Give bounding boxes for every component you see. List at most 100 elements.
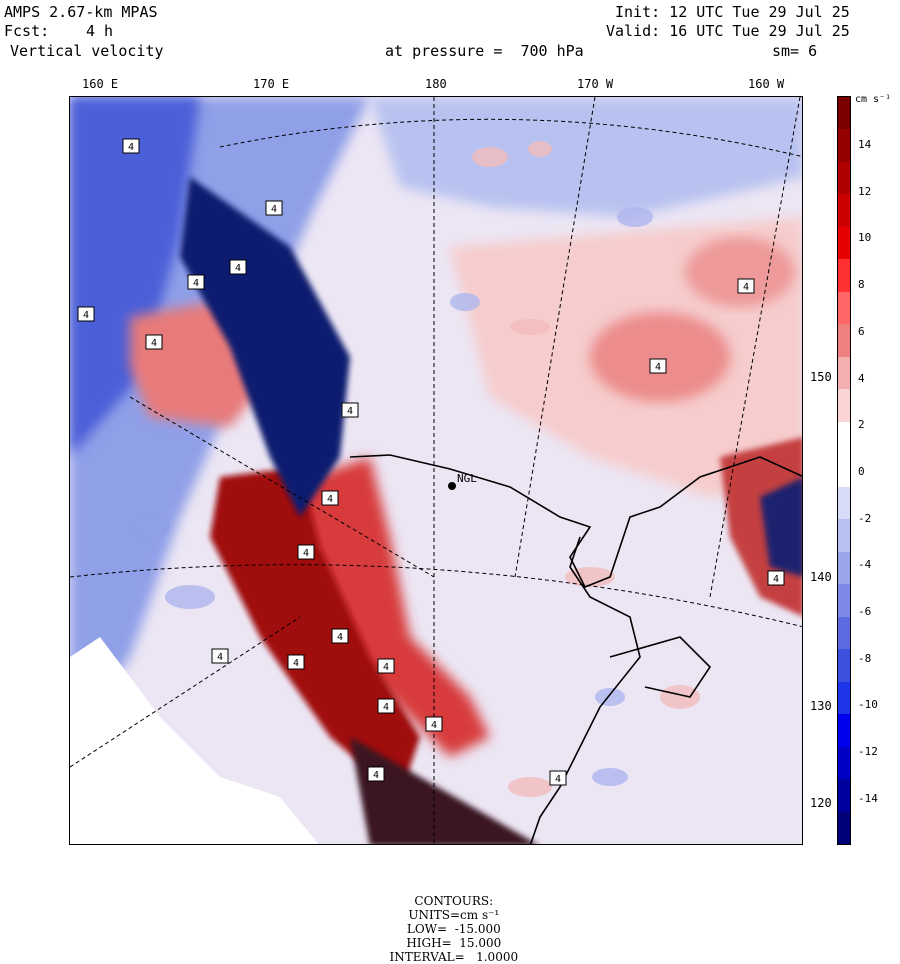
contour-label-17: 4 [425, 716, 443, 732]
forecast-label: Fcst: [4, 22, 50, 40]
colorbar-tick-label: -4 [858, 558, 872, 572]
colorbar-segment [838, 519, 850, 553]
valid-time: Valid: 16 UTC Tue 29 Jul 25 [606, 22, 850, 40]
svg-text:4: 4 [337, 632, 343, 643]
dense-contour-region-south [350, 737, 537, 844]
contours-label: CONTOURS: [414, 894, 494, 908]
colorbar-tick-label: 8 [858, 278, 865, 292]
strong-negative-region [70, 97, 200, 457]
svg-text:4: 4 [773, 574, 779, 585]
svg-text:4: 4 [327, 494, 333, 505]
contour-units: UNITS=cm s⁻¹ [408, 908, 500, 922]
svg-text:4: 4 [383, 702, 389, 713]
model-title: AMPS 2.67-km MPAS [4, 3, 158, 21]
colorbar-segment [838, 421, 850, 455]
colorbar-segment [838, 356, 850, 390]
contour-label-2: 4 [265, 200, 283, 216]
colorbar-segment [838, 324, 850, 358]
colorbar-tick-label: -2 [858, 511, 872, 525]
contour-label-18: 4 [367, 766, 385, 782]
svg-text:4: 4 [271, 204, 277, 215]
contour-label-9: 4 [737, 278, 755, 294]
svg-text:4: 4 [235, 263, 241, 274]
colorbar-tick-label: 10 [858, 231, 872, 245]
colorbar-tick-label: -10 [858, 698, 878, 712]
colorbar-segment [838, 486, 850, 520]
svg-text:4: 4 [743, 282, 749, 293]
contour-low: LOW= -15.000 [406, 922, 501, 936]
colorbar-segment [838, 97, 850, 130]
svg-text:4: 4 [217, 652, 223, 663]
colorbar-segment [838, 551, 850, 585]
colorbar-tick-label: -6 [858, 605, 872, 618]
colorbar-segment [838, 649, 850, 683]
field-name: Vertical velocity [10, 42, 164, 60]
colorbar-tick-label: 4 [858, 371, 865, 385]
colorbar-units: cm s⁻¹ [855, 94, 892, 105]
colorbar-segment [838, 714, 850, 748]
negative-region-north [370, 97, 802, 217]
colorbar-tick-label: 12 [858, 184, 872, 198]
map-panel: 4 4 4 4 4 4 4 4 4 4 4 4 4 4 4 4 4 4 4 4 [69, 96, 803, 845]
colorbar-tick-label: 14 [858, 138, 872, 151]
svg-text:4: 4 [555, 774, 561, 785]
contour-label-15: 4 [377, 658, 395, 674]
positive-cell-northeast [685, 237, 795, 307]
svg-text:4: 4 [347, 406, 353, 417]
positive-band-mountains [270, 457, 490, 757]
scattered-cells [130, 141, 700, 797]
lon-label-180: 180 [425, 77, 447, 91]
lon-label-170w: 170 W [577, 77, 614, 91]
ngl-station-label: NGL [457, 472, 477, 485]
contour-label-20: 4 [767, 570, 785, 586]
contour-high: HIGH= 15.000 [406, 936, 502, 950]
contour-label-3: 4 [229, 259, 247, 275]
contour-label-markers: 4 4 4 4 4 4 4 4 4 4 4 4 4 4 4 4 4 4 4 4 [77, 138, 785, 786]
svg-text:4: 4 [373, 770, 379, 781]
colorbar-tick-label: 0 [858, 464, 865, 478]
contour-label-8: 4 [649, 358, 667, 374]
colorbar-tick-label: -12 [858, 745, 878, 759]
contour-label-13: 4 [287, 654, 305, 670]
svg-text:4: 4 [303, 548, 309, 559]
contour-label-1: 4 [122, 138, 140, 154]
svg-text:4: 4 [383, 662, 389, 673]
vertical-velocity-map: 4 4 4 4 4 4 4 4 4 4 4 4 4 4 4 4 4 4 4 4 [70, 97, 802, 844]
svg-text:4: 4 [128, 142, 134, 153]
svg-text:4: 4 [151, 338, 157, 349]
colorbar-segment [838, 259, 850, 293]
init-time: Init: 12 UTC Tue 29 Jul 25 [615, 3, 850, 21]
mountain-wave-band [180, 177, 350, 517]
strong-positive-band [210, 467, 420, 797]
contour-label-10: 4 [321, 490, 339, 506]
colorbar-segment [838, 389, 850, 423]
colorbar-tick-label: 6 [858, 324, 865, 338]
colorbar-segment [838, 616, 850, 650]
forecast-hour: 4 h [86, 22, 114, 40]
colorbar-tick-label: 2 [858, 418, 865, 432]
contour-label-19: 4 [549, 770, 567, 786]
contour-label-7: 4 [341, 402, 359, 418]
colorbar-segment [838, 681, 850, 715]
svg-text:4: 4 [293, 658, 299, 669]
no-data-region [70, 637, 319, 844]
contour-label-4: 4 [187, 274, 205, 290]
pressure-level: at pressure = 700 hPa [385, 42, 584, 60]
coastline [349, 454, 802, 844]
lon-label-160w: 160 W [748, 77, 785, 91]
colorbar-segment [838, 226, 850, 260]
contour-label-6: 4 [145, 334, 163, 350]
colorbar-segment [838, 779, 850, 812]
svg-text:4: 4 [655, 362, 661, 373]
colorbar-segment [838, 129, 850, 163]
contour-label-5: 4 [77, 306, 95, 322]
colorbar-segment [838, 584, 850, 618]
smoothing-value: sm= 6 [772, 42, 818, 60]
svg-text:4: 4 [431, 720, 437, 731]
colorbar-segment [838, 746, 850, 780]
colorbar [837, 96, 851, 845]
lon-label-160e: 160 E [82, 77, 119, 91]
strong-negative-coast [760, 477, 802, 577]
colorbar-tick-label: -14 [858, 791, 878, 805]
contour-label-16: 4 [377, 698, 395, 714]
